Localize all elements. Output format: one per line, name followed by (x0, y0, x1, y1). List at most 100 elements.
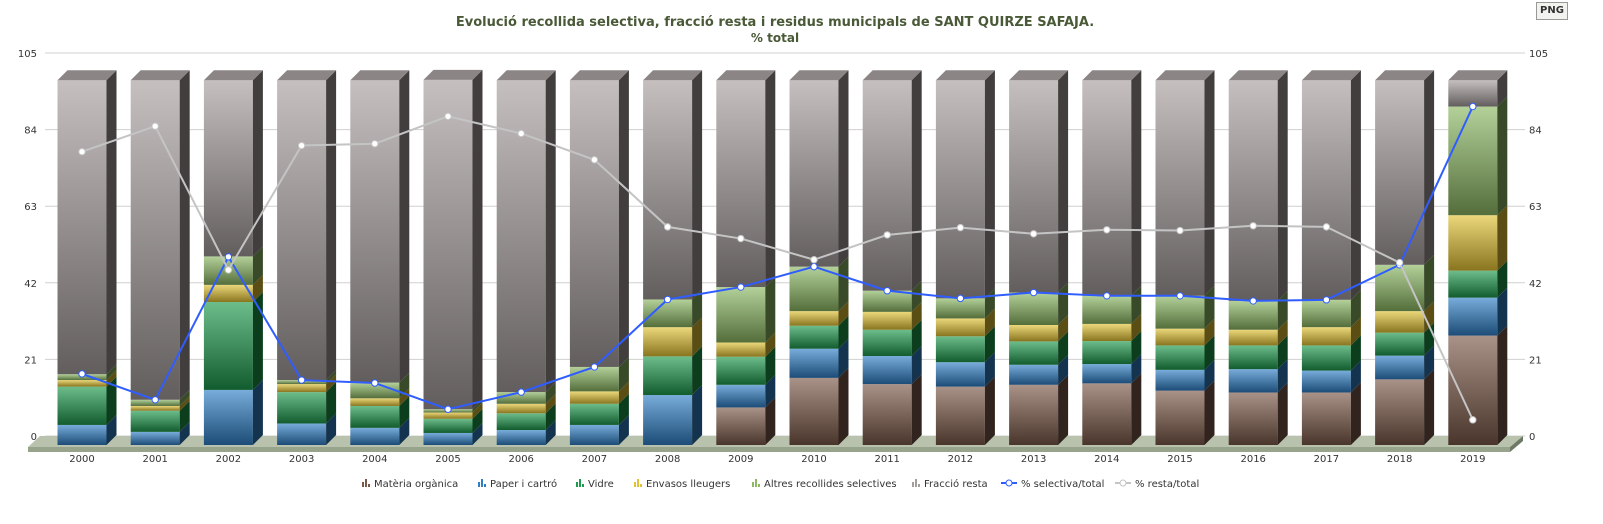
bar-segment-paper-i-cartr-[interactable] (1301, 370, 1351, 393)
bar-segment-vidre[interactable] (1155, 345, 1205, 370)
bar-segment-altres-recollides-selectives[interactable] (1155, 295, 1205, 329)
line-point--selectiva-total[interactable] (224, 253, 233, 261)
line-point--resta-total[interactable] (956, 223, 965, 232)
bar-segment-vidre[interactable] (1082, 341, 1132, 365)
bar-segment-envasos-lleugers[interactable] (1301, 327, 1351, 346)
legend-item[interactable]: Envasos lleugers (634, 479, 730, 490)
legend-item[interactable]: Matèria orgànica (362, 478, 458, 490)
bar-segment-paper-i-cartr-[interactable] (277, 423, 327, 445)
bar-segment-envasos-lleugers[interactable] (716, 342, 766, 357)
bar-segment-fracci-resta[interactable] (57, 80, 107, 375)
bar-segment-paper-i-cartr-[interactable] (935, 362, 985, 387)
line-point--resta-total[interactable] (1322, 223, 1331, 231)
bar-segment-vidre[interactable] (1448, 270, 1498, 298)
line-point--resta-total[interactable] (590, 156, 599, 164)
line-point--selectiva-total[interactable] (151, 396, 159, 404)
line-point--selectiva-total[interactable] (737, 283, 745, 291)
bar-segment-paper-i-cartr-[interactable] (569, 424, 619, 445)
line-point--selectiva-total[interactable] (1469, 102, 1477, 111)
bar-segment-fracci-resta[interactable] (1301, 80, 1351, 300)
bar-segment-fracci-resta[interactable] (130, 80, 180, 400)
line-point--resta-total[interactable] (663, 223, 672, 231)
bar-segment-vidre[interactable] (862, 329, 912, 356)
bar-segment-paper-i-cartr-[interactable] (643, 395, 693, 445)
line-point--selectiva-total[interactable] (517, 388, 525, 396)
bar-segment-mat-ria-org-nica[interactable] (1448, 335, 1498, 445)
line-point--resta-total[interactable] (883, 231, 891, 239)
bar-segment-altres-recollides-selectives[interactable] (1082, 295, 1132, 324)
bar-segment-altres-recollides-selectives[interactable] (862, 290, 912, 312)
line-point--resta-total[interactable] (1029, 230, 1038, 238)
bar-segment-paper-i-cartr-[interactable] (862, 355, 912, 385)
bar-segment-fracci-resta[interactable] (423, 79, 473, 410)
line-point--resta-total[interactable] (1395, 258, 1404, 267)
bar-segment-vidre[interactable] (1228, 345, 1278, 370)
line-point--resta-total[interactable] (371, 140, 379, 148)
bar-segment-vidre[interactable] (423, 418, 473, 433)
bar-segment-vidre[interactable] (569, 403, 619, 425)
bar-segment-altres-recollides-selectives[interactable] (569, 366, 619, 392)
bar-segment-altres-recollides-selectives[interactable] (1009, 292, 1059, 325)
line-point--resta-total[interactable] (297, 141, 306, 150)
bar-segment-mat-ria-org-nica[interactable] (935, 386, 985, 445)
bar-segment-fracci-resta[interactable] (716, 80, 766, 288)
bar-segment-mat-ria-org-nica[interactable] (1155, 390, 1205, 445)
bar-segment-envasos-lleugers[interactable] (1082, 323, 1132, 342)
bar-segment-altres-recollides-selectives[interactable] (789, 266, 839, 312)
bar-segment-vidre[interactable] (716, 356, 766, 385)
line-point--selectiva-total[interactable] (1029, 288, 1038, 297)
bar-segment-altres-recollides-selectives[interactable] (935, 298, 985, 319)
bar-segment-paper-i-cartr-[interactable] (203, 389, 253, 445)
bar-segment-fracci-resta[interactable] (1009, 80, 1059, 293)
bar-segment-vidre[interactable] (643, 356, 693, 396)
line-point--selectiva-total[interactable] (883, 287, 891, 295)
legend-item[interactable]: Vidre (576, 479, 614, 490)
bar-segment-envasos-lleugers[interactable] (569, 391, 619, 404)
line-point--selectiva-total[interactable] (590, 363, 599, 371)
bar-segment-fracci-resta[interactable] (789, 80, 839, 267)
bar-segment-paper-i-cartr-[interactable] (350, 427, 400, 445)
bar-segment-paper-i-cartr-[interactable] (1155, 369, 1205, 391)
line-point--resta-total[interactable] (1103, 226, 1111, 234)
bar-segment-paper-i-cartr-[interactable] (57, 424, 107, 445)
bar-segment-paper-i-cartr-[interactable] (1448, 297, 1498, 336)
bar-segment-paper-i-cartr-[interactable] (789, 348, 839, 378)
line-point--selectiva-total[interactable] (78, 370, 86, 378)
line-point--selectiva-total[interactable] (1176, 292, 1184, 300)
bar-segment-mat-ria-org-nica[interactable] (716, 407, 766, 445)
bar-segment-envasos-lleugers[interactable] (496, 403, 546, 414)
bar-segment-vidre[interactable] (1375, 332, 1425, 356)
bar-segment-vidre[interactable] (277, 392, 327, 424)
bar-segment-altres-recollides-selectives[interactable] (1301, 299, 1351, 328)
legend-item[interactable]: % resta/total (1115, 479, 1199, 490)
line-point--resta-total[interactable] (151, 122, 159, 130)
bar-segment-envasos-lleugers[interactable] (1228, 329, 1278, 346)
bar-segment-vidre[interactable] (57, 386, 107, 425)
bar-segment-envasos-lleugers[interactable] (1448, 215, 1498, 271)
bar-segment-paper-i-cartr-[interactable] (1009, 364, 1059, 385)
bar-segment-altres-recollides-selectives[interactable] (496, 392, 546, 404)
line-point--selectiva-total[interactable] (444, 405, 452, 413)
bar-segment-mat-ria-org-nica[interactable] (862, 384, 912, 445)
bar-segment-paper-i-cartr-[interactable] (1375, 355, 1425, 380)
line-point--resta-total[interactable] (737, 234, 745, 243)
bar-segment-fracci-resta[interactable] (569, 80, 619, 367)
line-point--resta-total[interactable] (1176, 226, 1184, 235)
bar-segment-envasos-lleugers[interactable] (423, 412, 473, 419)
bar-segment-fracci-resta[interactable] (1375, 80, 1425, 265)
bar-segment-envasos-lleugers[interactable] (1375, 311, 1425, 333)
bar-segment-mat-ria-org-nica[interactable] (1301, 392, 1351, 445)
bar-segment-altres-recollides-selectives[interactable] (1448, 106, 1498, 216)
bar-segment-envasos-lleugers[interactable] (1155, 328, 1205, 346)
bar-segment-mat-ria-org-nica[interactable] (1228, 392, 1278, 445)
bar-segment-fracci-resta[interactable] (643, 80, 693, 300)
bar-segment-envasos-lleugers[interactable] (350, 398, 400, 406)
bar-segment-envasos-lleugers[interactable] (643, 327, 693, 357)
line-point--selectiva-total[interactable] (371, 379, 379, 387)
bar-segment-altres-recollides-selectives[interactable] (1375, 264, 1425, 312)
bar-segment-vidre[interactable] (350, 405, 400, 428)
line-point--selectiva-total[interactable] (1103, 292, 1111, 300)
bar-segment-envasos-lleugers[interactable] (789, 311, 839, 326)
bar-segment-envasos-lleugers[interactable] (130, 405, 180, 411)
bar-segment-mat-ria-org-nica[interactable] (789, 377, 839, 445)
